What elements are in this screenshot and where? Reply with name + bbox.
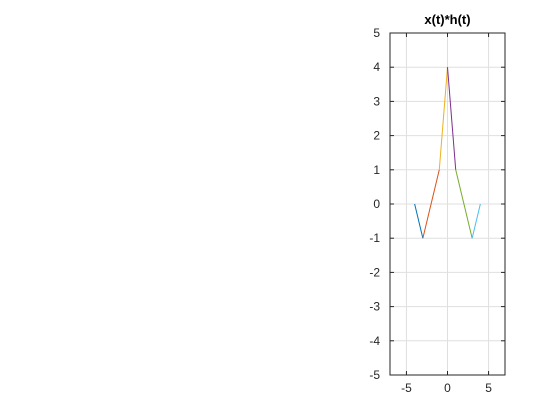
y-tick-label: -4 xyxy=(369,334,380,348)
series-line xyxy=(414,203,424,239)
series-line xyxy=(455,169,473,239)
x-tick-label: 5 xyxy=(485,381,492,395)
chart-title: x(t)*h(t) xyxy=(424,12,470,27)
data-series xyxy=(414,67,481,239)
y-tick-label: 1 xyxy=(373,163,380,177)
series-line xyxy=(471,203,481,239)
axis-ticks xyxy=(390,32,505,376)
y-tick-label: -1 xyxy=(369,231,380,245)
y-tick-label: 5 xyxy=(373,26,380,40)
y-tick-label: 0 xyxy=(373,197,380,211)
grid-lines xyxy=(390,32,505,376)
plot-area: -5 0 5 -5 -4 -3 -2 -1 0 1 2 3 4 5 xyxy=(369,26,506,395)
series-line xyxy=(438,67,448,170)
y-tick-label: -2 xyxy=(369,265,380,279)
series-line xyxy=(447,67,457,170)
y-tick-label: -5 xyxy=(369,368,380,382)
series-line xyxy=(422,169,440,239)
y-tick-label: -3 xyxy=(369,300,380,314)
tick-labels: -5 0 5 -5 -4 -3 -2 -1 0 1 2 3 4 5 xyxy=(369,26,492,395)
y-tick-label: 4 xyxy=(373,60,380,74)
y-tick-label: 3 xyxy=(373,94,380,108)
x-tick-label: 0 xyxy=(444,381,451,395)
y-tick-label: 2 xyxy=(373,129,380,143)
x-tick-label: -5 xyxy=(401,381,412,395)
